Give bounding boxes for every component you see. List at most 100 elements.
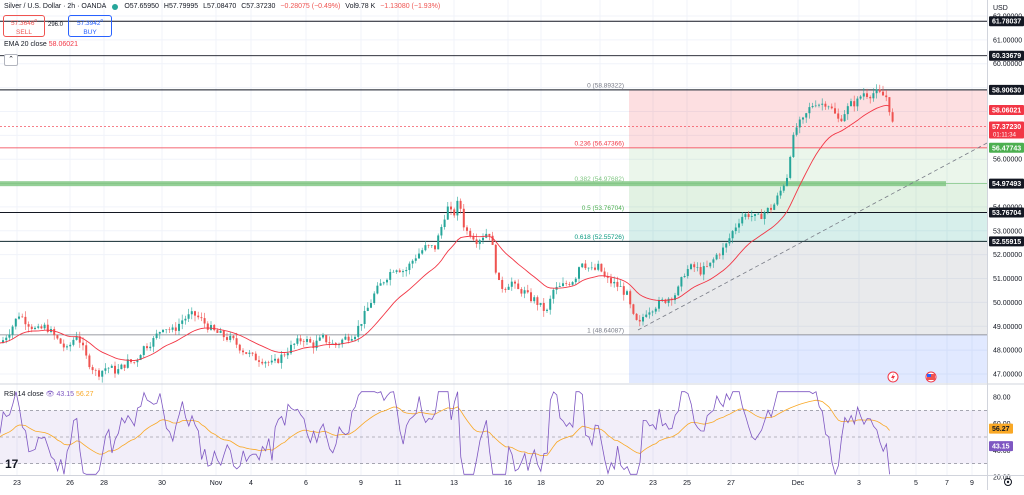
candle-body (514, 282, 516, 284)
candle (789, 156, 791, 180)
time-tick-label: 16 (504, 480, 512, 487)
candle-body (450, 207, 452, 210)
price-tick-label: 48.00000 (993, 348, 1022, 355)
candle-body (572, 282, 574, 285)
buy-price: 57.3942 (77, 20, 101, 27)
time-tick-label: 7 (945, 480, 949, 487)
candle-body (588, 268, 590, 269)
gear-hub (1007, 481, 1009, 483)
candle-body (95, 370, 97, 371)
candle-body (508, 287, 510, 290)
candle (495, 244, 497, 275)
candle-body (562, 283, 564, 286)
candle-body (204, 318, 206, 323)
candle-body (821, 104, 823, 105)
price-tick-label: 49.00000 (993, 324, 1022, 331)
candle-body (165, 329, 167, 330)
candle-body (274, 359, 276, 361)
rsi-legend[interactable]: RSI 14 close 👁 43.15 56.27 (4, 390, 94, 398)
candle-body (706, 266, 708, 267)
candle-body (789, 157, 791, 178)
currency-label[interactable]: USD (993, 5, 1008, 12)
candle-body (882, 92, 884, 96)
candle-body (824, 104, 826, 107)
candle-body (306, 339, 308, 342)
chevron-up-icon: ⌃ (8, 56, 14, 63)
price-badge[interactable]: 58.90630 (989, 85, 1024, 95)
candle-body (444, 220, 446, 227)
sell-button[interactable]: 57.36460 SELL (3, 15, 45, 37)
fib-zone (629, 148, 987, 184)
fib-zone (629, 184, 987, 213)
price-badge[interactable]: 52.55915 (989, 236, 1024, 246)
candle-body (31, 327, 33, 329)
candle-body (47, 325, 49, 332)
candle-body (418, 254, 420, 259)
candle-body (40, 326, 42, 328)
fib-zone (629, 90, 987, 148)
low-value: L57.08470 (203, 3, 236, 10)
candle-body (680, 277, 682, 286)
candle-body (133, 362, 135, 363)
time-tick-label: 23 (649, 480, 657, 487)
candle-body (117, 369, 119, 373)
price-badge[interactable]: 61.78037 (989, 16, 1024, 26)
symbol-title[interactable]: Silver / U.S. Dollar · 2h · OANDA (4, 3, 106, 10)
candle-body (101, 371, 103, 377)
price-badge[interactable]: 60.33679 (989, 51, 1024, 61)
us-flag-icon[interactable] (926, 372, 936, 382)
candle-body (156, 334, 158, 338)
lightning-event-icon[interactable] (888, 372, 898, 382)
candle-body (498, 273, 500, 280)
price-badge[interactable]: 56.47743 (989, 143, 1024, 153)
symbol-header: Silver / U.S. Dollar · 2h · OANDA O57.65… (4, 3, 443, 10)
rsi-legend-ma: 56.27 (76, 391, 94, 398)
candle-body (757, 214, 759, 215)
price-badge[interactable]: 54.97493 (989, 179, 1024, 189)
candle-body (88, 356, 90, 368)
tradingview-logo[interactable]: 17 (5, 457, 18, 471)
candle-body (684, 276, 686, 277)
candle-body (92, 367, 94, 370)
price-badge[interactable]: 53.76704 (989, 207, 1024, 217)
candle-body (482, 238, 484, 240)
candle-body (728, 238, 730, 243)
price-badge-label: 53.76704 (992, 210, 1021, 217)
candle-body (511, 282, 513, 287)
candle-body (543, 303, 545, 311)
candle-body (421, 250, 423, 253)
rsi-tick-label: 80.00 (993, 395, 1011, 402)
price-axis[interactable]: 62.0000061.0000060.0000059.0000058.00000… (988, 0, 1024, 490)
candle-body (786, 178, 788, 186)
candle-body (248, 353, 250, 354)
fib-level-label: 0.236 (56.47366) (574, 140, 624, 147)
candle-body (319, 337, 321, 340)
time-tick-label: 6 (304, 480, 308, 487)
candle-body (24, 317, 26, 324)
ema-legend[interactable]: EMA 20 close 58.06021 (4, 41, 78, 48)
candle (632, 304, 634, 315)
candle (636, 313, 638, 321)
collapse-legend-button[interactable]: ⌃ (4, 54, 18, 66)
candle-body (415, 258, 417, 260)
rsi-badge[interactable]: 43.15 (989, 441, 1013, 451)
candle-body (184, 319, 186, 321)
support-zone-band[interactable] (0, 181, 946, 186)
candle-body (466, 227, 468, 230)
candle-body (812, 106, 814, 107)
candle-body (456, 201, 458, 216)
time-tick-label: 4 (249, 480, 253, 487)
price-tick-label: 53.00000 (993, 228, 1022, 235)
buy-button[interactable]: 57.39420 BUY (68, 15, 112, 37)
candle-body (175, 327, 177, 330)
candle-body (104, 368, 106, 370)
candle-body (597, 264, 599, 270)
fib-zone (629, 241, 987, 334)
price-badge[interactable]: 58.06021 (989, 105, 1024, 115)
candle-body (60, 338, 62, 343)
candle-body (447, 207, 449, 220)
rsi-badge[interactable]: 56.27 (989, 424, 1013, 434)
